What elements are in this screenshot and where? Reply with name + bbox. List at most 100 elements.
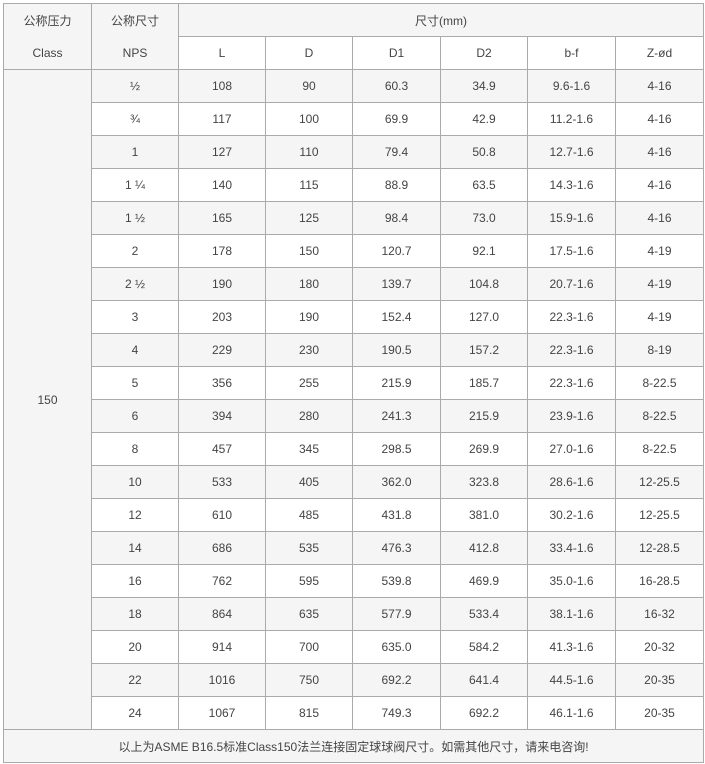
nps-cell: 2 [91,234,179,268]
table-cell: 28.6-1.6 [527,465,616,499]
table-cell: 215.9 [352,366,441,400]
nps-cell: ½ [91,69,179,103]
table-row: 18 864 635 577.9 533.4 38.1-1.6 16-32 [4,597,705,631]
table-cell: 394 [178,399,266,433]
table-cell: 476.3 [352,531,441,565]
table-cell: 22.3-1.6 [527,333,616,367]
column-header: D [265,36,353,70]
footer-note: 以上为ASME B16.5标准Class150法兰连接固定球球阀尺寸。如需其他尺… [2,729,705,763]
table-cell: 117 [178,102,266,136]
table-cell: 8-22.5 [614,399,705,433]
table-cell: 63.5 [440,168,528,202]
table-cell: 686 [178,531,266,565]
table-cell: 610 [178,498,266,532]
class-header: 公称压力 Class [3,3,92,70]
table-cell: 230 [265,333,353,367]
table-cell: 152.4 [352,300,441,334]
nps-cell: ¾ [91,102,179,136]
table-cell: 98.4 [352,201,441,235]
table-cell: 46.1-1.6 [527,696,616,730]
table-cell: 255 [265,366,353,400]
table-row: 20 914 700 635.0 584.2 41.3-1.6 20-32 [4,630,705,664]
table-cell: 38.1-1.6 [527,597,616,631]
table-row: 16 762 595 539.8 469.9 35.0-1.6 16-28.5 [4,564,705,598]
table-cell: 42.9 [440,102,528,136]
table-cell: 229 [178,333,266,367]
table-cell: 485 [265,498,353,532]
table-cell: 241.3 [352,399,441,433]
table-cell: 584.2 [440,630,528,664]
nps-cell: 18 [91,597,179,631]
nps-header-en: NPS [122,45,148,60]
table-row: 1 ½ 165 125 98.4 73.0 15.9-1.6 4-16 [4,201,705,235]
table-cell: 762 [178,564,266,598]
table-cell: 190 [265,300,353,334]
table-cell: 457 [178,432,266,466]
table-row: 150 ½ 108 90 60.3 34.9 9.6-1.6 4-16 [3,69,705,730]
table-cell: 190.5 [352,333,441,367]
nps-cell: 3 [91,300,179,334]
table-cell: 125 [265,201,353,235]
dimension-table: 公称压力 Class 公称尺寸 NPS 尺寸(mm) L D D1 D2 b-f Z-ød… [2,3,705,763]
table-cell: 12-28.5 [614,531,705,565]
table-cell: 8-19 [614,333,705,367]
table-row: 1 ¼ 140 115 88.9 63.5 14.3-1.6 4-16 [4,168,705,202]
nps-cell: 2 ½ [91,267,179,301]
table-row: 22 1016 750 692.2 641.4 44.5-1.6 20-35 [4,663,705,697]
table-row: 5 356 255 215.9 185.7 22.3-1.6 8-22.5 [4,366,705,400]
column-header: D2 [440,36,528,70]
table-row: 1 127 110 79.4 50.8 12.7-1.6 4-16 [4,135,705,169]
nps-cell: 12 [91,498,179,532]
table-cell: 12.7-1.6 [527,135,616,169]
nps-cell: 20 [91,630,179,664]
table-cell: 815 [265,696,353,730]
table-cell: 17.5-1.6 [527,234,616,268]
table-cell: 90 [265,69,353,103]
table-cell: 535 [265,531,353,565]
table-cell: 88.9 [352,168,441,202]
nps-cell: 1 ¼ [91,168,179,202]
table-cell: 73.0 [440,201,528,235]
table-cell: 23.9-1.6 [527,399,616,433]
table-cell: 16-32 [614,597,705,631]
column-header: L [178,36,266,70]
nps-cell: 14 [91,531,179,565]
table-cell: 9.6-1.6 [527,69,616,103]
table-cell: 15.9-1.6 [527,201,616,235]
table-cell: 27.0-1.6 [527,432,616,466]
table-cell: 635 [265,597,353,631]
table-row: 8 457 345 298.5 269.9 27.0-1.6 8-22.5 [4,432,705,466]
table-cell: 8-22.5 [614,366,705,400]
column-header-row: L D D1 D2 b-f Z-ød [4,36,705,70]
table-cell: 12-25.5 [614,465,705,499]
table-cell: 150 [265,234,353,268]
table-row: ¾ 117 100 69.9 42.9 11.2-1.6 4-16 [4,102,705,136]
nps-cell: 8 [91,432,179,466]
nps-cell: 5 [91,366,179,400]
table-cell: 20-32 [614,630,705,664]
table-row: 2 178 150 120.7 92.1 17.5-1.6 4-19 [4,234,705,268]
table-cell: 120.7 [352,234,441,268]
table-cell: 1016 [178,663,266,697]
table-cell: 20-35 [614,663,705,697]
table-cell: 635.0 [352,630,441,664]
class-header-en: Class [32,45,63,60]
table-row: 12 610 485 431.8 381.0 30.2-1.6 12-25.5 [4,498,705,532]
table-cell: 692.2 [352,663,441,697]
table-cell: 700 [265,630,353,664]
nps-cell: 4 [91,333,179,367]
table-cell: 298.5 [352,432,441,466]
table-cell: 100 [265,102,353,136]
table-cell: 595 [265,564,353,598]
table-row: 10 533 405 362.0 323.8 28.6-1.6 12-25.5 [4,465,705,499]
nps-cell: 6 [91,399,179,433]
table-cell: 203 [178,300,266,334]
header-row: 公称压力 Class 公称尺寸 NPS 尺寸(mm) [3,3,705,70]
table-cell: 4-16 [614,168,705,202]
table-cell: 92.1 [440,234,528,268]
footer-row: 以上为ASME B16.5标准Class150法兰连接固定球球阀尺寸。如需其他尺… [2,729,705,763]
table-cell: 14.3-1.6 [527,168,616,202]
table-row: 14 686 535 476.3 412.8 33.4-1.6 12-28.5 [4,531,705,565]
table-cell: 16-28.5 [614,564,705,598]
class-value: 150 [3,69,92,730]
